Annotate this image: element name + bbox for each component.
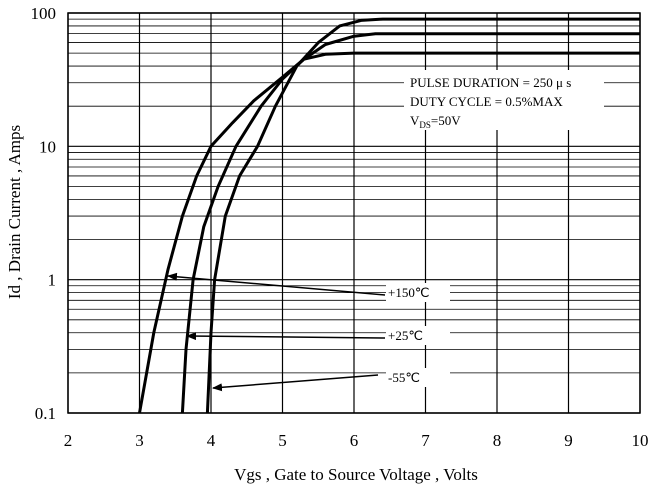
- condition-subscript: DS: [419, 120, 431, 130]
- y-tick-label: 0.1: [35, 404, 56, 423]
- label-background: [386, 326, 450, 345]
- curve: [180, 32, 640, 414]
- x-tick-label: 10: [632, 431, 649, 450]
- annotation-background: [404, 70, 604, 130]
- x-tick-label: 5: [278, 431, 287, 450]
- series-label: +25℃: [388, 328, 423, 343]
- x-axis-label: Vgs , Gate to Source Voltage , Volts: [234, 465, 478, 484]
- series-label: +150℃: [388, 285, 429, 300]
- arrow: [212, 374, 379, 392]
- x-tick-label: 7: [421, 431, 430, 450]
- condition-text: =50V: [431, 113, 461, 128]
- curve: [205, 17, 640, 414]
- x-tick-label: 8: [493, 431, 502, 450]
- condition: VDS=50V: [410, 113, 461, 130]
- plot-frame: [67, 12, 641, 414]
- y-tick-label: 1: [48, 271, 57, 290]
- label-background: [386, 283, 450, 302]
- x-tick-label: 4: [207, 431, 216, 450]
- y-tick-label: 10: [39, 137, 56, 156]
- y-axis-label: Id , Drain Current , Amps: [5, 125, 24, 299]
- curve: [138, 51, 640, 414]
- arrow: [167, 272, 386, 296]
- series-label: -55℃: [388, 370, 420, 385]
- x-tick-label: 2: [64, 431, 73, 450]
- arrow: [186, 332, 386, 341]
- y-tick-label: 100: [31, 4, 57, 23]
- annotation: DUTY CYCLE = 0.5%MAX: [410, 94, 563, 109]
- condition-symbol: V: [410, 113, 420, 128]
- x-tick-label: 3: [135, 431, 144, 450]
- x-tick-label: 6: [350, 431, 359, 450]
- x-tick-label: 9: [564, 431, 573, 450]
- annotation: PULSE DURATION = 250 μ s: [410, 75, 571, 90]
- label-background: [386, 368, 450, 387]
